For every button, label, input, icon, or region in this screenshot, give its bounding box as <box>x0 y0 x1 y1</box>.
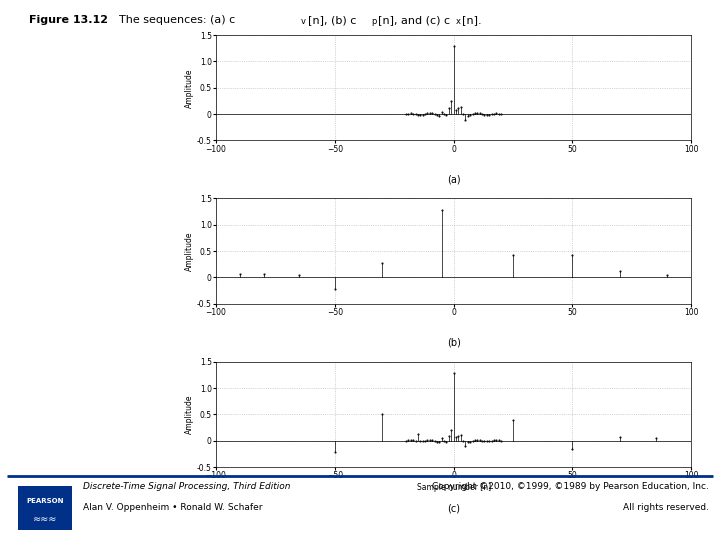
Text: Discrete-Time Signal Processing, Third Edition: Discrete-Time Signal Processing, Third E… <box>83 482 290 491</box>
Text: x: x <box>456 17 461 26</box>
X-axis label: Sample number [n]: Sample number [n] <box>417 483 490 492</box>
Y-axis label: Amplitude: Amplitude <box>185 231 194 271</box>
Text: p: p <box>371 17 376 26</box>
Text: Copyright ©2010, ©1999, ©1989 by Pearson Education, Inc.: Copyright ©2010, ©1999, ©1989 by Pearson… <box>432 482 709 491</box>
Text: (b): (b) <box>446 338 461 348</box>
Text: ≈≈≈: ≈≈≈ <box>33 514 57 524</box>
Text: PEARSON: PEARSON <box>26 498 64 504</box>
Text: Figure 13.12: Figure 13.12 <box>29 15 108 25</box>
Text: (a): (a) <box>447 174 460 184</box>
Text: [n], and (c) c: [n], and (c) c <box>378 15 450 25</box>
Text: Alan V. Oppenheim • Ronald W. Schafer: Alan V. Oppenheim • Ronald W. Schafer <box>83 503 262 512</box>
Text: [n].: [n]. <box>462 15 482 25</box>
Text: The sequences: (a) c: The sequences: (a) c <box>112 15 235 25</box>
Y-axis label: Amplitude: Amplitude <box>185 395 194 434</box>
Text: v: v <box>301 17 306 26</box>
Y-axis label: Amplitude: Amplitude <box>185 68 194 107</box>
Text: [n], (b) c: [n], (b) c <box>308 15 356 25</box>
Text: (c): (c) <box>447 504 460 514</box>
Text: All rights reserved.: All rights reserved. <box>624 503 709 512</box>
